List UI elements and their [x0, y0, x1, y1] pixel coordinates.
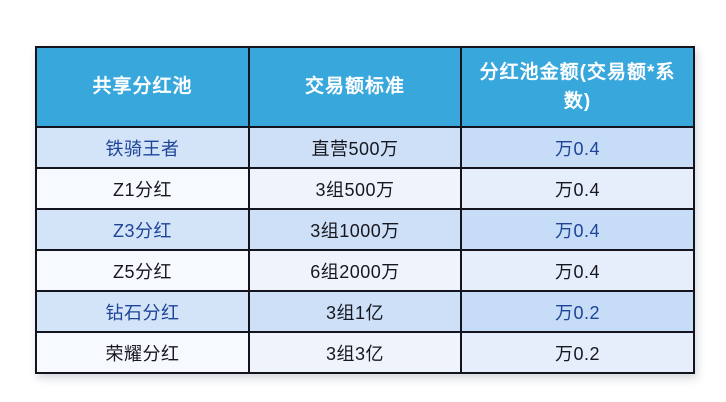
table-row: 荣耀分红 3组3亿 万0.2 — [35, 331, 695, 374]
pool-name-cell: Z1分红 — [35, 167, 250, 210]
amount-cell: 万0.4 — [460, 249, 695, 292]
dividend-table: 共享分红池 交易额标准 分红池金额(交易额*系数) 铁骑王者 直营500万 万0… — [35, 46, 695, 374]
pool-name-cell: Z5分红 — [35, 249, 250, 292]
standard-cell: 直营500万 — [248, 126, 462, 169]
amount-cell: 万0.2 — [460, 331, 695, 374]
header-row: 共享分红池 交易额标准 分红池金额(交易额*系数) — [35, 46, 695, 128]
standard-cell: 3组1000万 — [248, 208, 462, 251]
header-pool-amount: 分红池金额(交易额*系数) — [460, 46, 695, 128]
standard-cell: 6组2000万 — [248, 249, 462, 292]
amount-cell: 万0.4 — [460, 167, 695, 210]
standard-cell: 3组3亿 — [248, 331, 462, 374]
amount-cell: 万0.2 — [460, 290, 695, 333]
pool-name-cell: Z3分红 — [35, 208, 250, 251]
header-transaction-standard: 交易额标准 — [248, 46, 462, 128]
header-shared-dividend-pool: 共享分红池 — [35, 46, 250, 128]
table-body: 铁骑王者 直营500万 万0.4 Z1分红 3组500万 万0.4 Z3分红 3… — [35, 126, 695, 374]
standard-cell: 3组500万 — [248, 167, 462, 210]
table-row: 铁骑王者 直营500万 万0.4 — [35, 126, 695, 169]
amount-cell: 万0.4 — [460, 208, 695, 251]
pool-name-cell: 钻石分红 — [35, 290, 250, 333]
table-row: Z1分红 3组500万 万0.4 — [35, 167, 695, 210]
pool-name-cell: 荣耀分红 — [35, 331, 250, 374]
table-row: Z3分红 3组1000万 万0.4 — [35, 208, 695, 251]
table-row: 钻石分红 3组1亿 万0.2 — [35, 290, 695, 333]
pool-name-cell: 铁骑王者 — [35, 126, 250, 169]
amount-cell: 万0.4 — [460, 126, 695, 169]
table-row: Z5分红 6组2000万 万0.4 — [35, 249, 695, 292]
standard-cell: 3组1亿 — [248, 290, 462, 333]
